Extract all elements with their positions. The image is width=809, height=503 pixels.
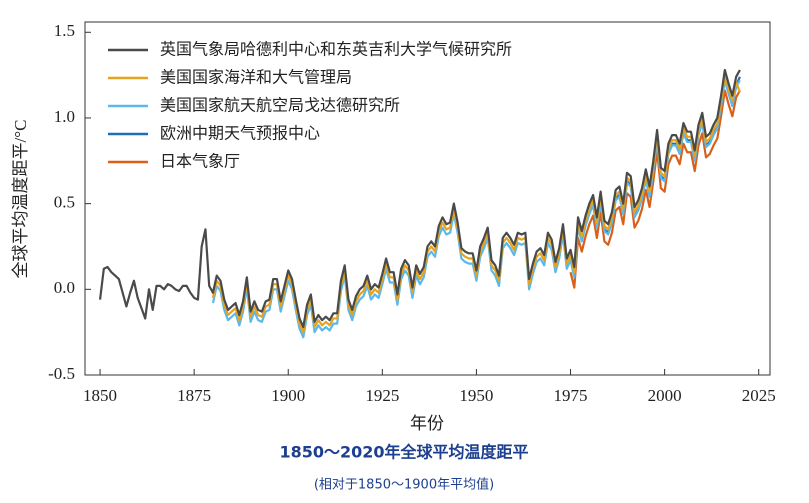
series-line <box>569 89 741 289</box>
y-tick-label: 0.0 <box>54 278 75 297</box>
x-tick-label: 1850 <box>83 386 117 405</box>
legend-label: 日本气象厅 <box>160 152 240 171</box>
x-tick-label: 2000 <box>648 386 682 405</box>
legend-label: 欧洲中期天气预报中心 <box>160 124 320 143</box>
series-line <box>98 68 741 329</box>
chart-title: 1850～2020年全球平均温度距平 <box>279 443 528 462</box>
x-tick-label: 1950 <box>459 386 493 405</box>
chart-subtitle: (相对于1850～1900年平均值) <box>314 477 494 493</box>
y-axis-label: 全球平均温度距平/°C <box>11 120 30 279</box>
y-tick-label: 1.0 <box>54 107 75 126</box>
legend-label: 美国国家海洋和大气管理局 <box>160 68 352 87</box>
legend-label: 美国国家航天航空局戈达德研究所 <box>160 96 400 115</box>
x-tick-label: 1900 <box>271 386 305 405</box>
series-line <box>584 76 741 234</box>
series-line <box>211 79 741 339</box>
legend-label: 英国气象局哈德利中心和东英吉利大学气候研究所 <box>160 40 512 59</box>
x-tick-label: 1875 <box>177 386 211 405</box>
plot-frame <box>84 21 771 376</box>
x-tick-label: 1925 <box>365 386 399 405</box>
y-tick-label: 0.5 <box>54 193 75 212</box>
x-tick-label: 1975 <box>554 386 588 405</box>
x-axis-label: 年份 <box>410 414 444 433</box>
y-tick-label: 1.5 <box>54 21 75 40</box>
x-tick-label: 2025 <box>742 386 776 405</box>
y-tick-label: -0.5 <box>48 364 75 383</box>
